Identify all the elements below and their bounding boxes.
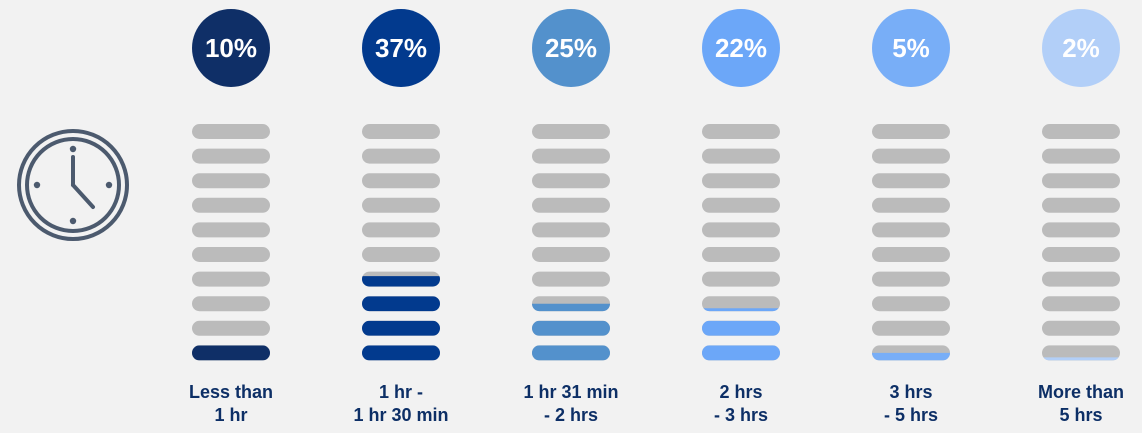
bar-segment-empty: [532, 222, 610, 238]
bar-segment-empty: [702, 148, 780, 164]
category-label-5-line-1: 3 hrs: [889, 382, 932, 402]
bar-segment-filled: [532, 345, 610, 361]
bar-segment-empty: [192, 148, 270, 164]
category-label-3-line-2: - 2 hrs: [544, 405, 598, 425]
bar-segment-empty: [362, 197, 440, 213]
category-label-3-line-1: 1 hr 31 min: [523, 382, 618, 402]
bar-segment-filled: [532, 320, 610, 336]
bar-segment-empty: [192, 320, 270, 336]
bar-segment-filled: [362, 296, 440, 312]
clock-icon: [17, 129, 129, 241]
value-badge-2: [362, 9, 440, 87]
bar-segment-filled: [702, 320, 780, 336]
category-label-6-line-2: 5 hrs: [1059, 405, 1102, 425]
bar-segment-empty: [192, 173, 270, 189]
chart-column-3: 25% 1 hr 31 min - 2 hrs: [523, 9, 619, 425]
bar-segment-empty: [1042, 320, 1120, 336]
category-label-5-line-2: - 5 hrs: [884, 405, 938, 425]
bar-segment-empty: [362, 173, 440, 189]
bar-segment-empty: [192, 271, 270, 287]
bar-segment-empty: [362, 148, 440, 164]
category-label-4-line-1: 2 hrs: [719, 382, 762, 402]
bar-segment-filled: [192, 345, 270, 361]
value-label-5: 5%: [892, 33, 930, 63]
chart-column-2: 37% 1 hr - 1 hr 30 min: [353, 9, 449, 425]
bar-segment-empty: [532, 124, 610, 139]
category-label-1-line-1: Less than: [189, 382, 273, 402]
bar-segment-empty: [532, 173, 610, 189]
value-badge-1: [192, 9, 270, 87]
bar-segment-empty: [532, 197, 610, 213]
bar-segment-filled: [532, 303, 610, 312]
bar-segment-filled: [702, 345, 780, 361]
bar-segment-empty: [192, 124, 270, 139]
bar-segment-empty: [192, 222, 270, 238]
bar-segment-empty: [1042, 271, 1120, 287]
bar-segment-empty: [1042, 247, 1120, 262]
bar-segment-empty: [532, 247, 610, 262]
bar-segment-empty: [1042, 345, 1120, 361]
bar-segment-filled: [362, 276, 440, 287]
bar-segment-empty: [532, 148, 610, 164]
bar-segment-filled: [703, 308, 779, 312]
bar-segment-empty: [702, 271, 780, 287]
bar-segment-empty: [702, 173, 780, 189]
bar-segment-empty: [702, 247, 780, 262]
chart-column-1: 10% Less than 1 hr: [189, 9, 273, 425]
value-label-6: 2%: [1062, 33, 1100, 63]
chart-column-6: 2% More than 5 hrs: [1038, 9, 1124, 425]
bar-segment-empty: [362, 124, 440, 139]
bar-segment-filled: [362, 345, 440, 361]
value-label-2: 37%: [375, 33, 427, 63]
bar-segment-empty: [192, 197, 270, 213]
value-label-4: 22%: [715, 33, 767, 63]
category-label-1-line-2: 1 hr: [214, 405, 247, 425]
bar-segment-empty: [872, 222, 950, 238]
bar-segment-empty: [872, 148, 950, 164]
bar-segment-empty: [702, 222, 780, 238]
bar-segment-empty: [362, 247, 440, 262]
bar-segment-filled: [1043, 357, 1119, 361]
bar-segment-empty: [872, 197, 950, 213]
bar-segment-empty: [1042, 173, 1120, 189]
category-label-2-line-1: 1 hr -: [379, 382, 423, 402]
bar-segment-empty: [702, 124, 780, 139]
value-label-3: 25%: [545, 33, 597, 63]
bar-segment-empty: [872, 124, 950, 139]
category-label-6-line-1: More than: [1038, 382, 1124, 402]
bar-segment-empty: [1042, 296, 1120, 312]
bar-segment-empty: [1042, 124, 1120, 139]
bar-segment-empty: [192, 247, 270, 262]
bar-segment-filled: [362, 320, 440, 336]
category-label-4-line-2: - 3 hrs: [714, 405, 768, 425]
value-badge-5: [872, 9, 950, 87]
bar-segment-empty: [702, 197, 780, 213]
bar-segment-empty: [872, 247, 950, 262]
bar-segment-empty: [872, 271, 950, 287]
bar-segment-empty: [192, 296, 270, 312]
bar-segment-empty: [872, 296, 950, 312]
value-label-1: 10%: [205, 33, 257, 63]
bar-segment-empty: [702, 296, 780, 312]
bar-segment-empty: [362, 222, 440, 238]
chart-column-4: 22% 2 hrs - 3 hrs: [702, 9, 780, 425]
category-label-2-line-2: 1 hr 30 min: [353, 405, 448, 425]
bar-segment-empty: [1042, 148, 1120, 164]
value-badge-3: [532, 9, 610, 87]
bar-segment-empty: [532, 271, 610, 287]
bar-segment-filled: [872, 352, 950, 361]
bar-segment-empty: [872, 320, 950, 336]
bar-segment-empty: [1042, 197, 1120, 213]
value-badge-6: [1042, 9, 1120, 87]
value-badge-4: [702, 9, 780, 87]
bar-segment-empty: [872, 173, 950, 189]
chart-column-5: 5% 3 hrs - 5 hrs: [872, 9, 950, 425]
bar-segment-empty: [1042, 222, 1120, 238]
